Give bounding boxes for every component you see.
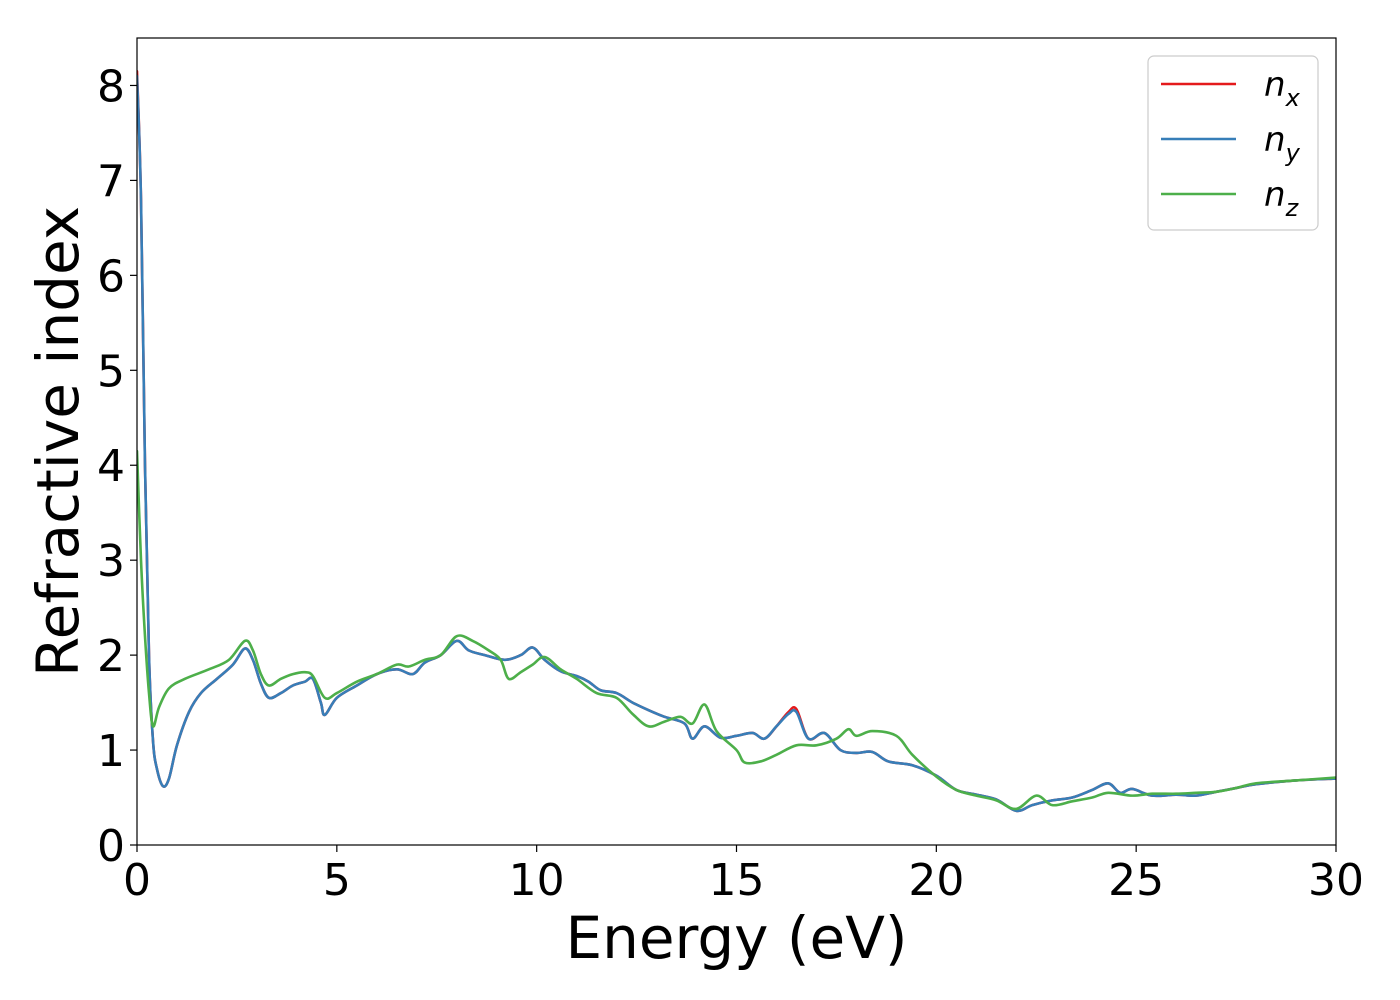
y-tick-label: 1 [97, 726, 125, 777]
plot-area [137, 69, 1336, 813]
legend-label-base: n [1264, 65, 1286, 105]
series-line-n-y [137, 74, 1336, 813]
y-tick-label: 2 [97, 631, 125, 682]
x-tick-label: 30 [1308, 855, 1364, 906]
y-tick-label: 4 [97, 441, 125, 492]
legend-label-subscript: z [1285, 194, 1300, 222]
legend-label-subscript: y [1285, 139, 1301, 167]
y-tick-label: 7 [97, 156, 125, 207]
y-tick-label: 0 [97, 821, 125, 872]
y-axis: 0 1 2 3 4 5 6 7 8 [97, 61, 137, 872]
x-tick-label: 15 [709, 855, 765, 906]
x-axis-title: Energy (eV) [565, 904, 907, 972]
y-tick-label: 3 [97, 536, 125, 587]
y-tick-label: 8 [97, 61, 125, 112]
x-tick-label: 10 [509, 855, 565, 906]
legend-box [1147, 55, 1319, 231]
legend-label-subscript: x [1285, 84, 1301, 112]
y-tick-label: 5 [97, 346, 125, 397]
x-tick-label: 20 [908, 855, 964, 906]
x-tick-label: 25 [1108, 855, 1164, 906]
legend-label-n-z: nz [1264, 175, 1300, 222]
x-axis: 0 5 10 15 20 25 30 [123, 845, 1364, 906]
legend-label-base: n [1264, 175, 1286, 215]
y-tick-label: 6 [97, 251, 125, 302]
x-tick-label: 0 [123, 855, 151, 906]
legend-label-base: n [1264, 120, 1286, 160]
x-tick-label: 5 [323, 855, 351, 906]
legend-label-n-x: nx [1264, 65, 1301, 112]
legend-label-n-y: ny [1264, 120, 1301, 167]
y-axis-title: Refractive index [24, 206, 92, 677]
series-line-n-z [137, 449, 1336, 811]
